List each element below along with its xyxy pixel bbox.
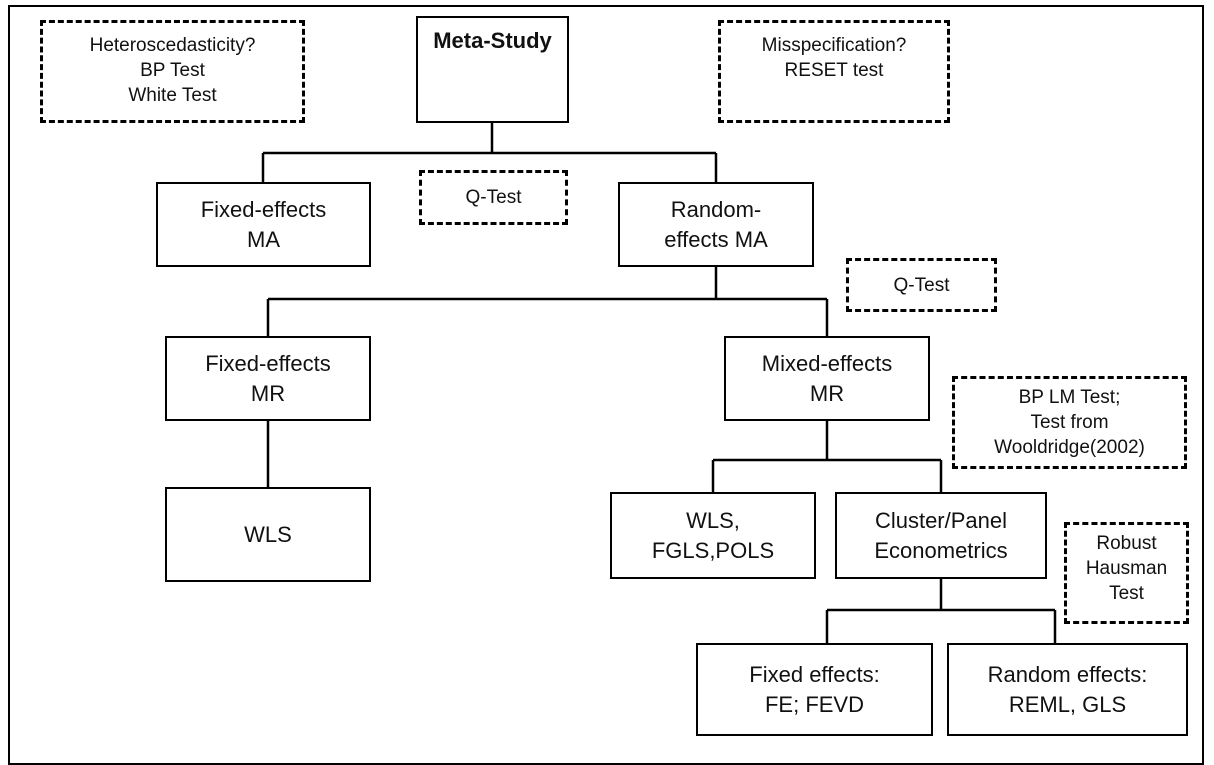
heteroscedasticity-line2: BP Test bbox=[140, 60, 205, 81]
heteroscedasticity-line3: White Test bbox=[128, 85, 217, 106]
connector-lines bbox=[261, 123, 1057, 643]
cluster-panel-line2: Econometrics bbox=[874, 537, 1008, 563]
random-effects-ma-line2: effects MA bbox=[664, 226, 768, 252]
meta-study-label: Meta-Study bbox=[433, 28, 552, 53]
fixed-effects-ma-line2: MA bbox=[247, 226, 280, 252]
misspecification-line1: Misspecification? bbox=[761, 35, 907, 56]
wls-fgls-pols-box: WLS, FGLS,POLS bbox=[610, 492, 816, 579]
fixed-effects-fe-box: Fixed effects: FE; FEVD bbox=[696, 643, 933, 736]
wls-box: WLS bbox=[165, 487, 371, 582]
bp-lm-line1: BP LM Test; bbox=[1018, 387, 1121, 408]
fixed-effects-ma-box: Fixed-effects MA bbox=[156, 182, 371, 267]
random-effects-reml-line2: REML, GLS bbox=[1008, 691, 1127, 717]
bp-lm-line3: Wooldridge(2002) bbox=[994, 437, 1145, 458]
meta-study-box: Meta-Study bbox=[416, 16, 569, 123]
misspecification-line2: RESET test bbox=[784, 60, 884, 81]
random-effects-reml-box: Random effects: REML, GLS bbox=[947, 643, 1188, 736]
hausman-line2: Hausman bbox=[1085, 558, 1168, 579]
cluster-panel-line1: Cluster/Panel bbox=[874, 507, 1008, 533]
mixed-effects-mr-line1: Mixed-effects bbox=[761, 350, 893, 376]
q-test-1-label: Q-Test bbox=[465, 187, 522, 208]
misspecification-test-box: Misspecification? RESET test bbox=[718, 20, 950, 123]
q-test-box-1: Q-Test bbox=[419, 170, 568, 225]
hausman-test-box: Robust Hausman Test bbox=[1064, 522, 1189, 624]
fixed-effects-fe-line2: FE; FEVD bbox=[764, 691, 864, 717]
fixed-effects-mr-line2: MR bbox=[250, 380, 286, 406]
heteroscedasticity-test-box: Heteroscedasticity? BP Test White Test bbox=[40, 20, 305, 123]
bp-lm-test-box: BP LM Test; Test from Wooldridge(2002) bbox=[952, 376, 1187, 469]
cluster-panel-box: Cluster/Panel Econometrics bbox=[835, 492, 1047, 579]
fixed-effects-ma-line1: Fixed-effects bbox=[200, 196, 327, 222]
fixed-effects-fe-line1: Fixed effects: bbox=[749, 661, 880, 687]
fixed-effects-mr-line1: Fixed-effects bbox=[205, 350, 331, 376]
fixed-effects-mr-box: Fixed-effects MR bbox=[165, 336, 371, 421]
random-effects-reml-line1: Random effects: bbox=[987, 661, 1148, 687]
wls-fgls-pols-line2: FGLS,POLS bbox=[651, 537, 775, 563]
q-test-box-2: Q-Test bbox=[846, 258, 997, 312]
wls-label: WLS bbox=[244, 521, 292, 547]
mixed-effects-mr-line2: MR bbox=[809, 380, 845, 406]
hausman-line1: Robust bbox=[1096, 533, 1157, 554]
random-effects-ma-line1: Random- bbox=[670, 196, 762, 222]
hausman-line3: Test bbox=[1109, 583, 1144, 604]
mixed-effects-mr-box: Mixed-effects MR bbox=[724, 336, 930, 421]
wls-fgls-pols-line1: WLS, bbox=[686, 507, 740, 533]
q-test-2-label: Q-Test bbox=[893, 274, 950, 296]
bp-lm-line2: Test from bbox=[1030, 412, 1109, 433]
random-effects-ma-box: Random- effects MA bbox=[618, 182, 814, 267]
heteroscedasticity-line1: Heteroscedasticity? bbox=[89, 35, 256, 56]
